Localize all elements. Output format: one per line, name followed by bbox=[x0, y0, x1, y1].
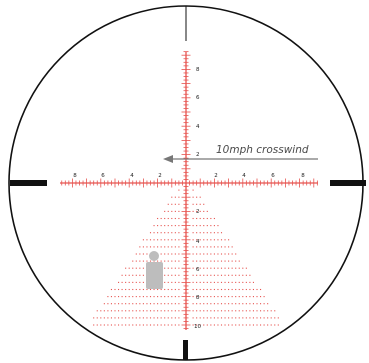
v-label-up-2: 2 bbox=[196, 152, 200, 158]
v-label-down-8: 8 bbox=[196, 295, 200, 301]
h-label-left-6: 6 bbox=[101, 173, 105, 179]
h-label-left-8: 8 bbox=[73, 173, 77, 179]
v-label-down-4: 4 bbox=[196, 239, 200, 245]
target-silhouette bbox=[146, 251, 163, 289]
upper-vertical-labels: 8 6 4 2 bbox=[196, 67, 200, 158]
h-label-left-4: 4 bbox=[130, 173, 134, 179]
h-label-right-4: 4 bbox=[242, 173, 246, 179]
reticle-tick-marks bbox=[61, 51, 318, 329]
bottom-post bbox=[183, 340, 188, 360]
crosswind-label: 10mph crosswind bbox=[216, 144, 309, 156]
left-post bbox=[10, 180, 47, 186]
v-label-up-6: 6 bbox=[196, 95, 200, 101]
lower-vertical-labels: 2 4 6 8 10 bbox=[194, 209, 201, 330]
right-post bbox=[330, 180, 366, 186]
v-label-up-8: 8 bbox=[196, 67, 200, 73]
v-label-down-6: 6 bbox=[196, 267, 200, 273]
h-label-left-2: 2 bbox=[158, 173, 162, 179]
main-crosshair bbox=[60, 52, 318, 330]
crosswind-arrow bbox=[163, 155, 318, 163]
v-label-down-2: 2 bbox=[196, 209, 200, 215]
h-label-right-6: 6 bbox=[271, 173, 275, 179]
h-label-right-2: 2 bbox=[214, 173, 218, 179]
v-label-down-10: 10 bbox=[194, 324, 201, 330]
v-label-up-4: 4 bbox=[196, 124, 200, 130]
horizontal-scale-labels: 8 6 4 2 2 4 6 8 bbox=[73, 173, 305, 179]
h-label-right-8: 8 bbox=[301, 173, 305, 179]
